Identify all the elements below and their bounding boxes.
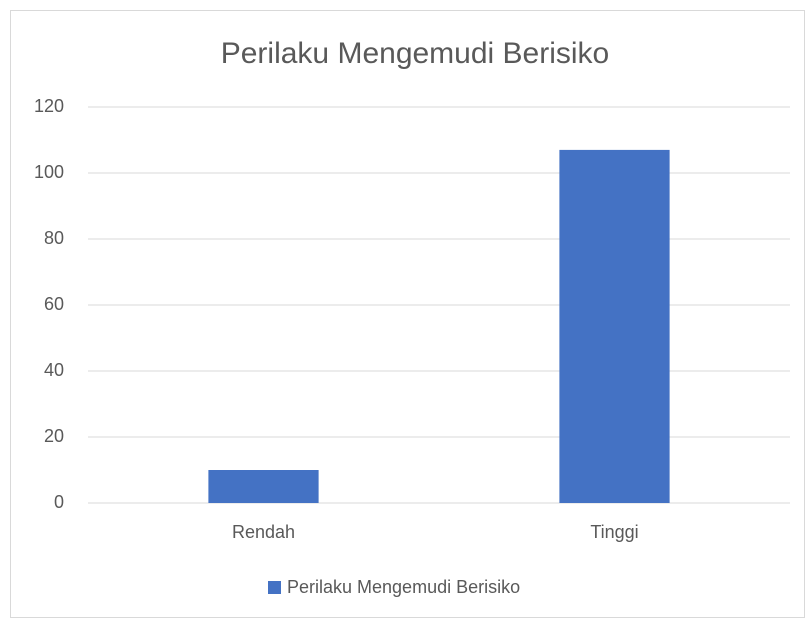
x-tick-label: Tinggi (590, 522, 638, 542)
bar (559, 149, 670, 503)
y-tick-label: 60 (44, 294, 64, 314)
y-tick-label: 80 (44, 228, 64, 248)
y-tick-label: 40 (44, 360, 64, 380)
bar (208, 470, 319, 503)
chart-title: Perilaku Mengemudi Berisiko (221, 37, 610, 70)
legend-swatch (268, 581, 281, 594)
y-tick-label: 20 (44, 426, 64, 446)
chart-border (10, 10, 805, 618)
x-tick-label: Rendah (232, 522, 295, 542)
y-tick-label: 120 (34, 96, 64, 116)
y-tick-label: 100 (34, 162, 64, 182)
y-tick-label: 0 (54, 492, 64, 512)
legend-label: Perilaku Mengemudi Berisiko (287, 577, 520, 597)
